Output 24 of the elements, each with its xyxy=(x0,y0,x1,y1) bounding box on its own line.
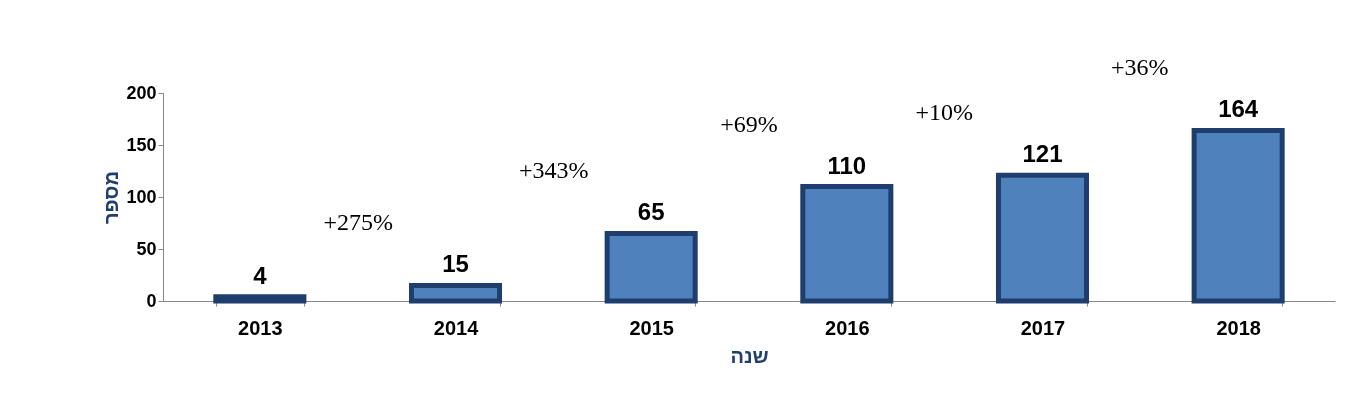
y-tick-label: 100 xyxy=(126,186,157,207)
annotation: +343% xyxy=(518,157,589,184)
data-label: 15 xyxy=(442,250,469,278)
data-label: 164 xyxy=(1218,95,1259,123)
y-axis-title: מספר xyxy=(100,171,123,224)
data-label: 121 xyxy=(1022,140,1063,168)
y-tick-label: 150 xyxy=(126,134,157,155)
x-tick-label: 2017 xyxy=(1020,316,1066,339)
x-tick-label: 2013 xyxy=(238,316,283,339)
x-tick-label: 2015 xyxy=(629,316,674,339)
x-tick-label: 2014 xyxy=(433,316,480,339)
annotation: +69% xyxy=(720,110,778,137)
data-label: 65 xyxy=(637,198,665,226)
annotation: +275% xyxy=(323,209,394,236)
y-tick-label: 0 xyxy=(146,290,157,311)
data-label: 110 xyxy=(827,151,867,179)
annotation: +10% xyxy=(915,99,974,126)
x-tick-label: 2018 xyxy=(1216,316,1261,339)
data-label: 4 xyxy=(253,261,268,289)
x-axis-title: שנה xyxy=(730,344,769,367)
x-tick-label: 2016 xyxy=(825,316,870,339)
y-tick-label: 200 xyxy=(126,82,157,103)
y-tick-label: 50 xyxy=(136,238,157,259)
text: +36% xyxy=(1110,54,1169,81)
